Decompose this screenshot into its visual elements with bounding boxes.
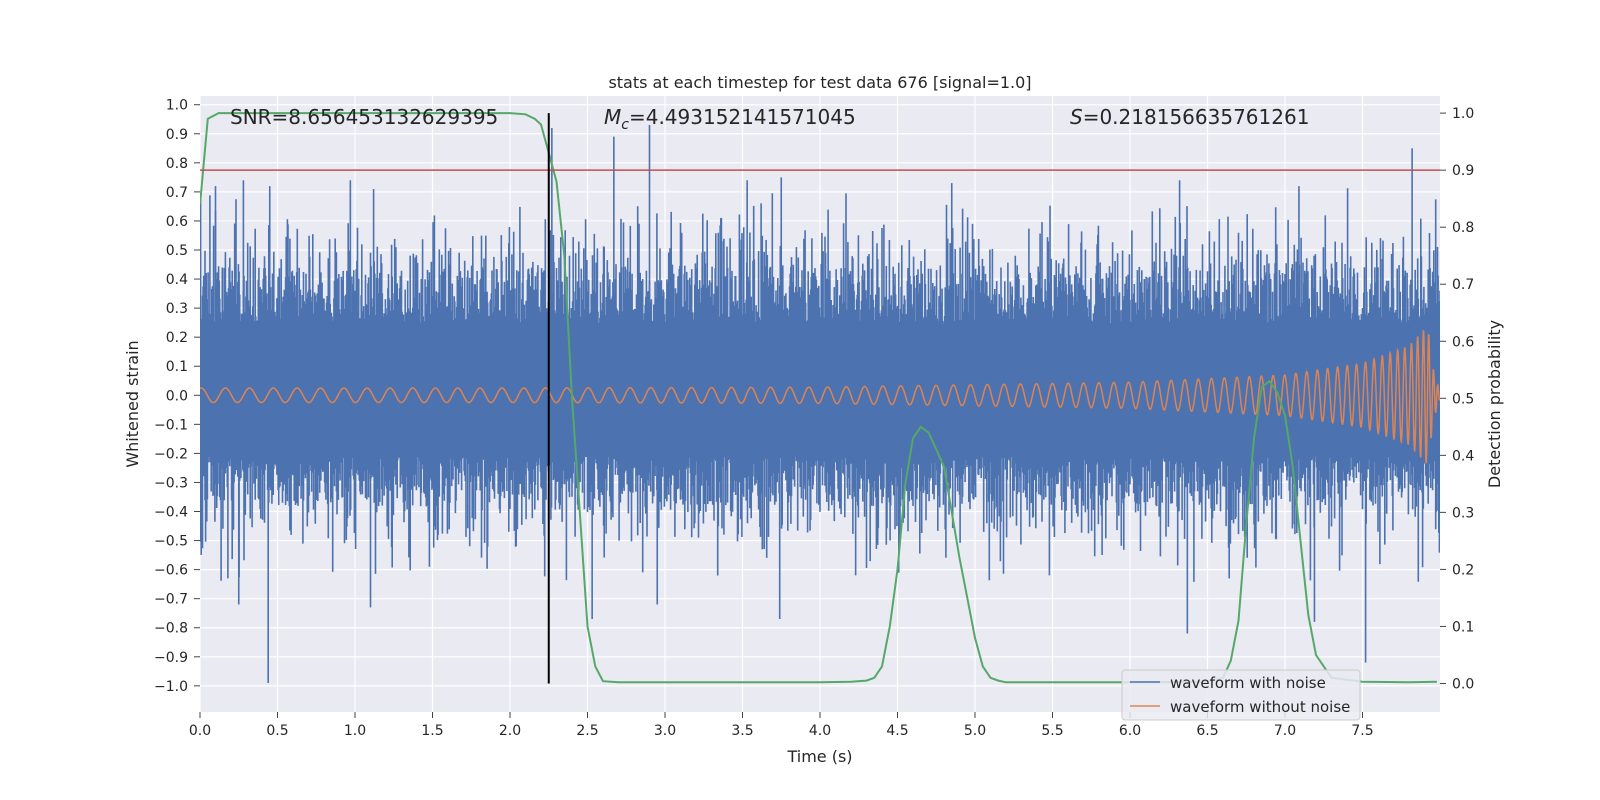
y2-tick-label: 1.0 [1452,106,1474,122]
y-tick-label: 0.5 [166,243,188,259]
y-tick-label: −0.6 [154,563,188,579]
s-value: =0.218156635761261 [1083,105,1310,129]
y-tick-label: −0.2 [154,446,188,462]
y2-tick-label: 0.3 [1452,505,1474,521]
x-tick-label: 6.0 [1119,723,1141,739]
y2-tick-label: 0.4 [1452,448,1474,464]
x-tick-label: 0.0 [189,723,211,739]
y2-tick-label: 0.8 [1452,220,1474,236]
y-tick-label: 0.9 [166,127,188,143]
x-tick-label: 1.5 [421,723,443,739]
x-tick-label: 7.0 [1274,723,1296,739]
y-tick-label: 0.0 [166,388,188,404]
y2-axis-label: Detection probability [1485,320,1504,488]
y2-tick-label: 0.9 [1452,163,1474,179]
x-tick-label: 5.5 [1041,723,1063,739]
y-tick-label: −0.8 [154,621,188,637]
y-tick-label: −0.9 [154,650,188,666]
y-axis-label: Whitened strain [123,340,142,467]
legend: waveform with noise waveform without noi… [1121,669,1361,721]
y2-tick-label: 0.1 [1452,619,1474,635]
legend-signal-label: waveform without noise [1170,698,1350,716]
x-tick-label: 1.0 [344,723,366,739]
chirp-mass-subscript: c [621,117,629,133]
y-tick-label: 0.8 [166,156,188,172]
ticks: 0.0 0.5 1.0 1.5 2.0 2.5 3.0 3.5 4.0 4.5 5.0 5.5 6.0 6… [154,98,1474,739]
y-tick-label: 0.3 [166,301,188,317]
y-tick-label: 0.2 [166,330,188,346]
y-tick-label: 0.7 [166,185,188,201]
y2-tick-label: 0.5 [1452,391,1474,407]
x-tick-label: 2.5 [576,723,598,739]
y2-tick-label: 0.6 [1452,334,1474,350]
y-tick-label: −0.3 [154,475,188,491]
signal-line [200,330,1440,464]
chirp-mass-symbol: M [604,105,621,129]
chart-title: stats at each timestep for test data 676… [608,73,1031,92]
x-tick-label: 4.0 [809,723,831,739]
y-tick-label: −1.0 [154,679,188,695]
y-tick-label: 1.0 [166,98,188,114]
y-tick-label: 0.6 [166,214,188,230]
legend-noise-label: waveform with noise [1170,674,1326,692]
y2-tick-label: 0.2 [1452,562,1474,578]
x-tick-label: 4.5 [886,723,908,739]
x-tick-label: 5.0 [964,723,986,739]
y-tick-label: −0.7 [154,592,188,608]
s-annotation: S=0.218156635761261 [1070,105,1309,129]
y-tick-label: −0.5 [154,534,188,550]
s-symbol: S [1070,105,1083,129]
legend-box [1121,669,1361,721]
y2-tick-label: 0.0 [1452,676,1474,692]
snr-annotation: SNR=8.656453132629395 [230,105,498,129]
waveform-without-noise-series [200,330,1440,464]
x-tick-label: 2.0 [499,723,521,739]
y-tick-label: −0.1 [154,417,188,433]
detection-probability-series [200,112,1437,684]
x-tick-label: 3.5 [731,723,753,739]
x-axis-label: Time (s) [786,747,852,766]
chirp-mass-annotation: Mc=4.493152141571045 [604,105,856,133]
probability-line [200,112,1437,684]
x-tick-label: 6.5 [1196,723,1218,739]
x-tick-label: 3.0 [654,723,676,739]
y-tick-label: 0.4 [166,272,188,288]
x-tick-label: 7.5 [1351,723,1373,739]
chirp-mass-value: =4.493152141571045 [629,105,856,129]
y-tick-label: −0.4 [154,505,188,521]
y2-tick-label: 0.7 [1452,277,1474,293]
x-tick-label: 0.5 [266,723,288,739]
y-tick-label: 0.1 [166,359,188,375]
